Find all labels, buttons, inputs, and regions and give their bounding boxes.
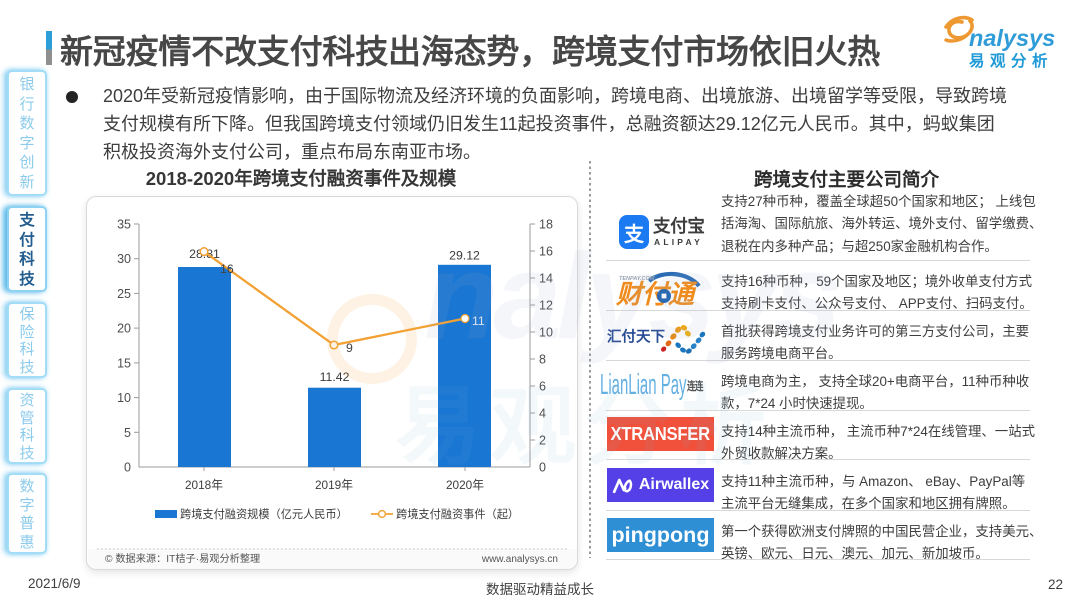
svg-text:11: 11 <box>472 314 485 328</box>
svg-text:0: 0 <box>124 461 131 475</box>
svg-text:易观分析: 易观分析 <box>969 51 1053 69</box>
svg-text:5: 5 <box>124 426 131 440</box>
svg-text:20: 20 <box>117 322 131 336</box>
svg-text:30: 30 <box>117 252 131 266</box>
svg-text:© 数据来源：IT桔子·易观分析整理: © 数据来源：IT桔子·易观分析整理 <box>105 552 260 565</box>
svg-text:跨境支付融资规模（亿元人民币）: 跨境支付融资规模（亿元人民币） <box>180 507 348 521</box>
svg-text:nalysys: nalysys <box>969 25 1055 51</box>
svg-text:15: 15 <box>117 356 131 370</box>
svg-text:14: 14 <box>539 272 553 286</box>
svg-text:0: 0 <box>539 461 546 475</box>
svg-text:11.42: 11.42 <box>320 370 350 384</box>
svg-text:6: 6 <box>539 380 546 394</box>
svg-text:35: 35 <box>117 218 131 232</box>
svg-text:29.12: 29.12 <box>449 249 480 263</box>
svg-text:2: 2 <box>539 434 546 448</box>
svg-text:2019年: 2019年 <box>315 478 353 492</box>
svg-text:9: 9 <box>346 341 353 355</box>
svg-text:2018年: 2018年 <box>185 478 223 492</box>
svg-text:25: 25 <box>117 287 131 301</box>
svg-text:8: 8 <box>539 353 546 367</box>
svg-text:10: 10 <box>539 326 553 340</box>
svg-text:16: 16 <box>220 262 234 276</box>
svg-text:跨境支付融资事件（起）: 跨境支付融资事件（起） <box>396 507 519 521</box>
svg-text:www.analysys.cn: www.analysys.cn <box>481 554 558 565</box>
svg-text:12: 12 <box>539 299 553 313</box>
svg-text:财付通: 财付通 <box>615 279 698 309</box>
svg-text:10: 10 <box>117 391 131 405</box>
svg-text:TENPAY.COM: TENPAY.COM <box>619 276 655 282</box>
svg-text:汇付天下: 汇付天下 <box>607 328 665 346</box>
svg-text:4: 4 <box>539 407 546 421</box>
svg-text:16: 16 <box>539 245 553 259</box>
svg-text:2020年: 2020年 <box>446 478 484 492</box>
svg-text:18: 18 <box>539 218 553 232</box>
